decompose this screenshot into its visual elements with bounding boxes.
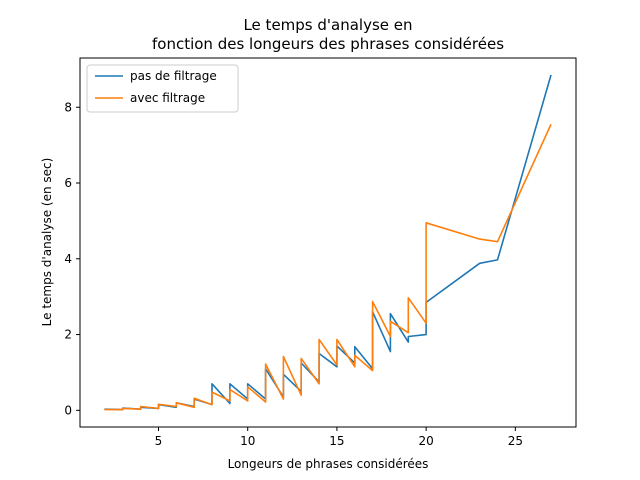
- x-tick-label: 20: [418, 434, 433, 448]
- x-tick-label: 5: [155, 434, 163, 448]
- x-axis-label: Longeurs de phrases considérées: [228, 457, 429, 471]
- y-tick-label: 0: [64, 403, 72, 417]
- y-axis-label: Le temps d'analyse (en sec): [40, 158, 54, 327]
- legend-label-avec-filtrage: avec filtrage: [130, 91, 205, 105]
- x-tick-label: 10: [240, 434, 255, 448]
- x-tick-label: 25: [508, 434, 523, 448]
- series-line-pas-de-filtrage: [104, 74, 552, 411]
- y-axis-ticks: 0 2 4 6 8: [64, 100, 80, 417]
- legend-label-pas-de-filtrage: pas de filtrage: [130, 69, 217, 83]
- x-tick-label: 15: [329, 434, 344, 448]
- chart-title-line-1: Le temps d'analyse en: [243, 16, 412, 34]
- plot-lines: [104, 74, 552, 411]
- chart-title-line-2: fonction des longeurs des phrases consid…: [152, 35, 504, 53]
- plot-frame: [79, 57, 577, 428]
- y-tick-label: 2: [64, 328, 72, 342]
- y-tick-label: 4: [64, 252, 72, 266]
- y-tick-label: 6: [64, 176, 72, 190]
- y-tick-label: 8: [64, 100, 72, 114]
- legend-box: [86, 64, 239, 113]
- x-axis-ticks: 5 10 15 20 25: [155, 427, 523, 448]
- series-line-avec-filtrage: [104, 123, 552, 411]
- legend: pas de filtrage avec filtrage: [86, 64, 239, 113]
